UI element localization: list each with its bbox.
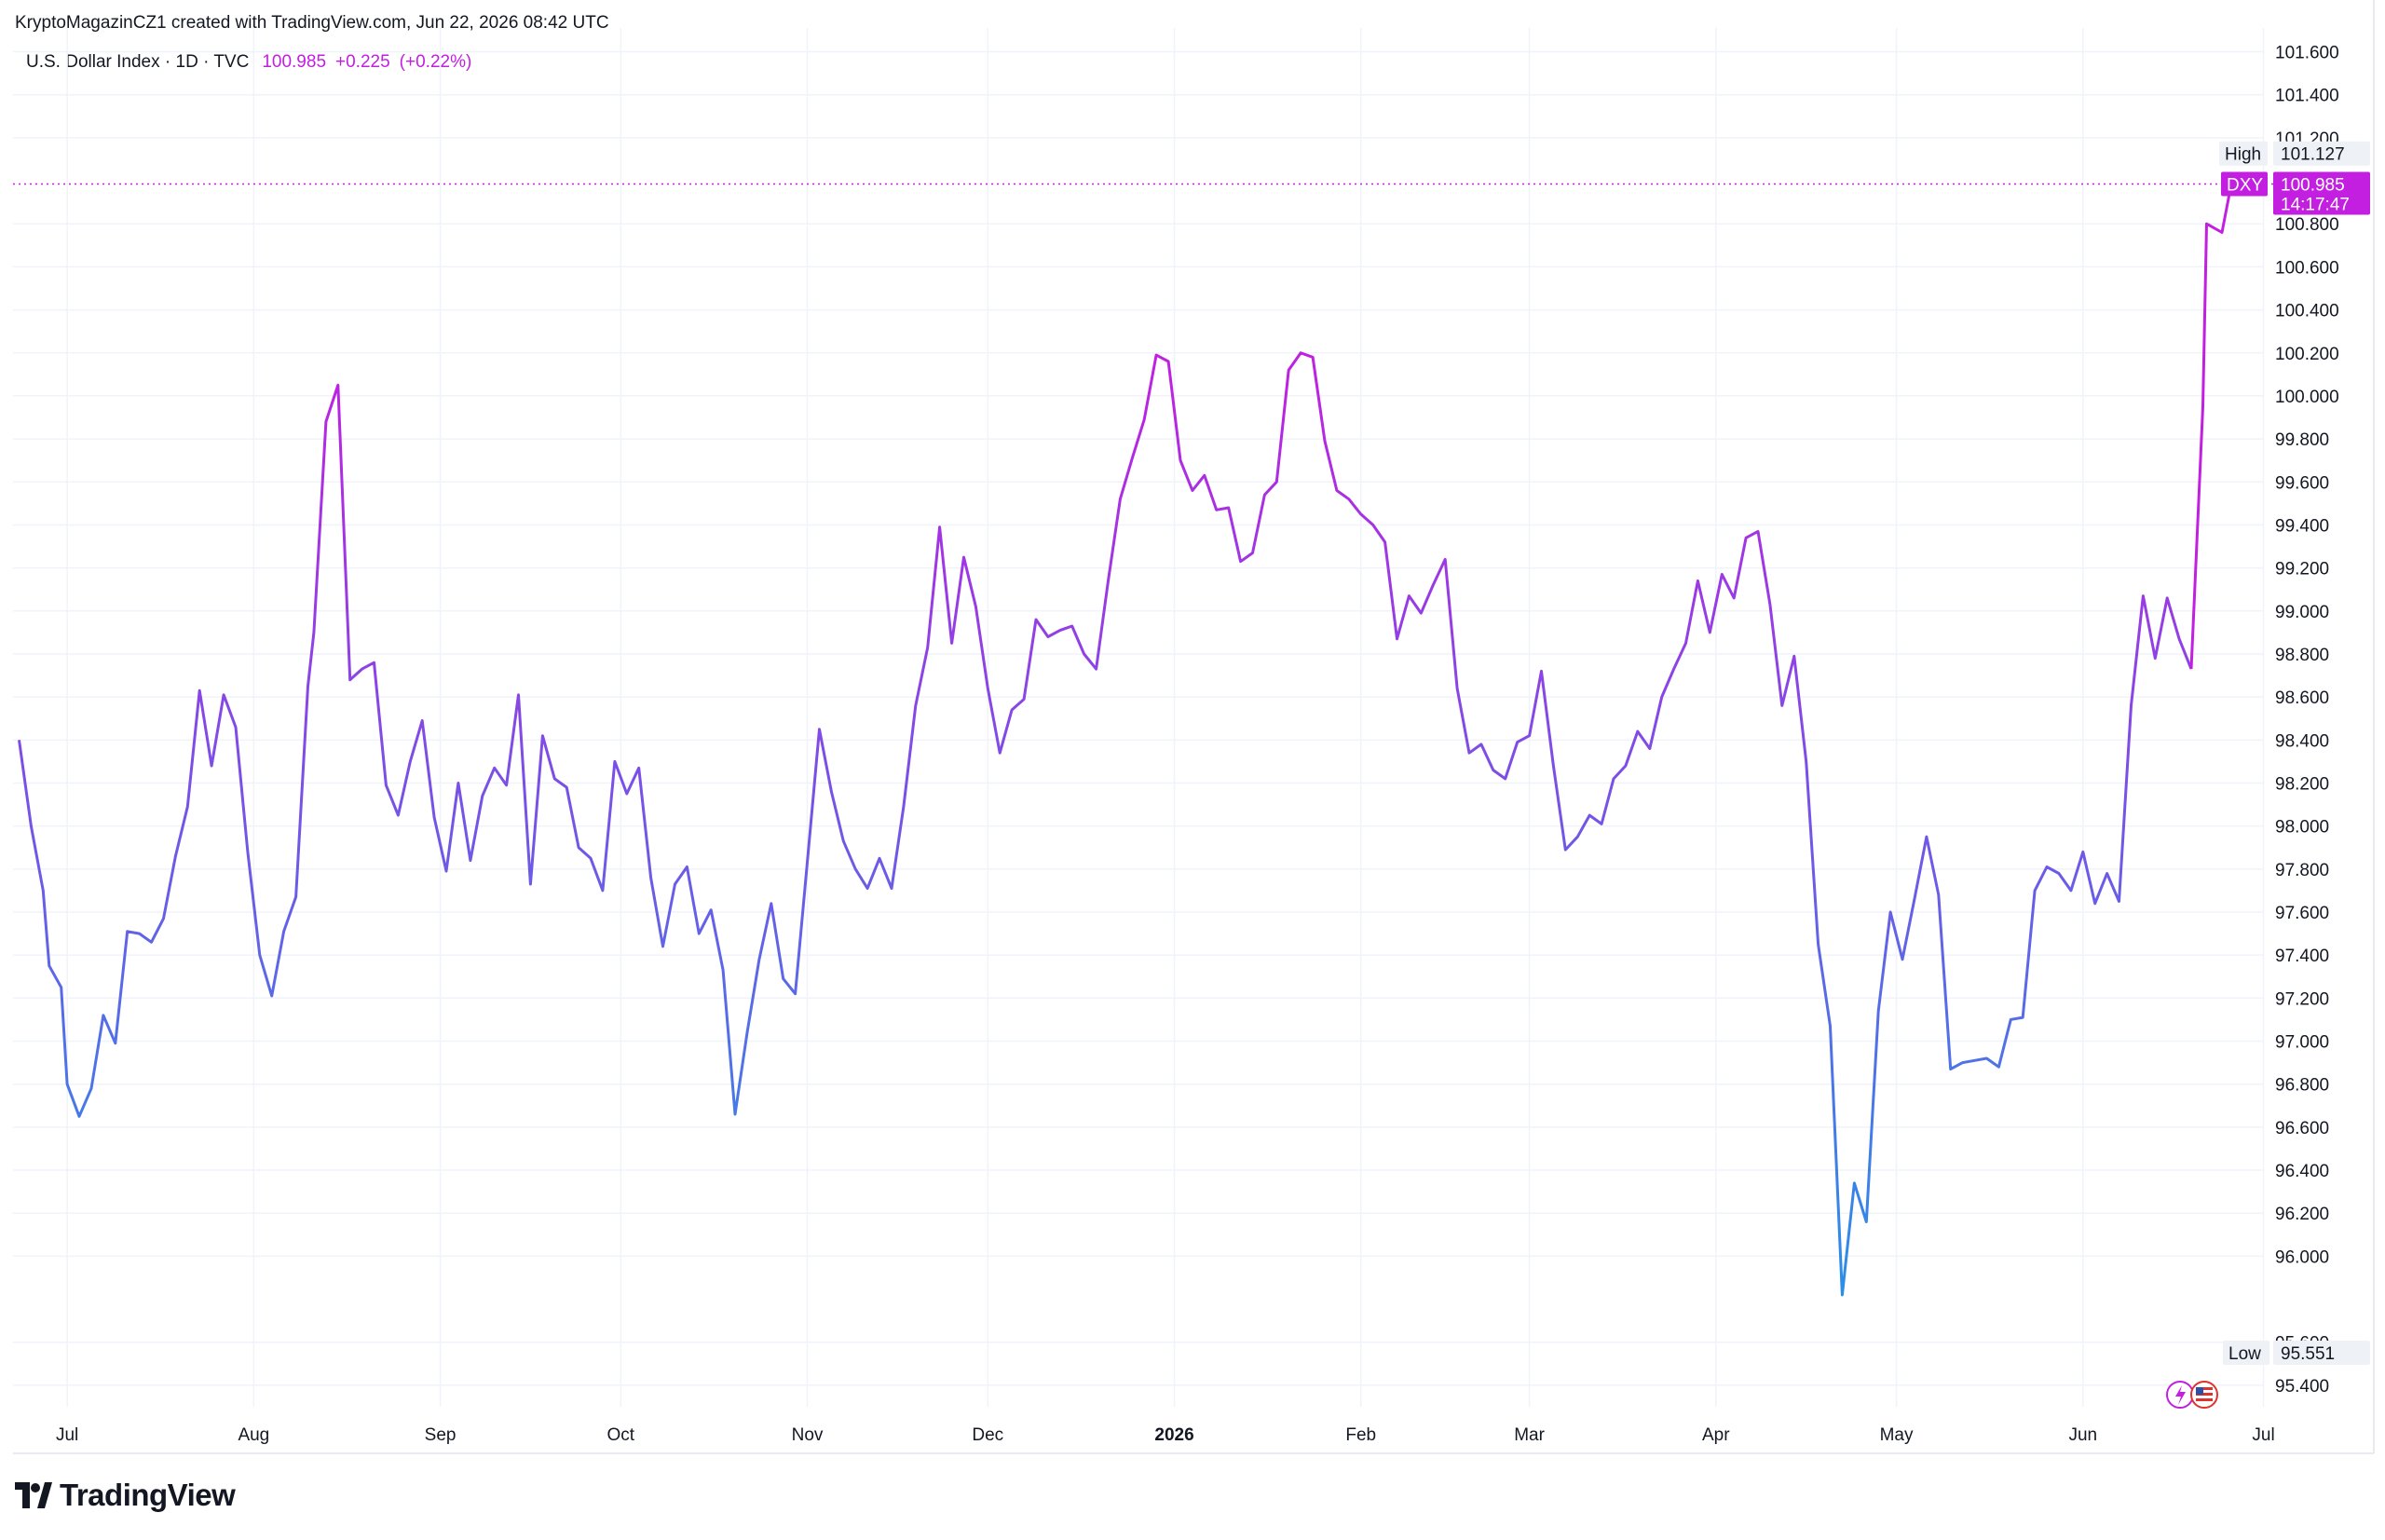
x-tick-label: Mar (1514, 1425, 1545, 1445)
high-price-tag: High 101.127 (2219, 141, 2370, 166)
grid-lines (13, 0, 2375, 1454)
last-price-tag: DXY 100.985 14:17:47 (2221, 171, 2370, 215)
event-markers[interactable] (2166, 1381, 2218, 1409)
x-tick-label: Oct (607, 1425, 635, 1445)
y-tick-label: 97.200 (2275, 989, 2329, 1009)
y-tick-label: 99.600 (2275, 473, 2329, 493)
low-label: Low (2228, 1344, 2261, 1364)
y-tick-label: 96.400 (2275, 1162, 2329, 1181)
chart-credit: KryptoMagazinCZ1 created with TradingVie… (15, 13, 609, 33)
x-tick-label: Apr (1702, 1425, 1730, 1445)
y-tick-label: 97.600 (2275, 904, 2329, 923)
y-tick-label: 100.400 (2275, 302, 2339, 321)
tradingview-brand[interactable]: TradingView (15, 1478, 236, 1513)
y-tick-label: 100.600 (2275, 258, 2339, 278)
y-tick-label: 96.800 (2275, 1076, 2329, 1096)
legend-symbol: U.S. Dollar Index · 1D · TVC (26, 52, 250, 72)
y-tick-label: 100.800 (2275, 215, 2339, 235)
x-tick-label: Dec (972, 1425, 1003, 1445)
y-tick-label: 97.800 (2275, 861, 2329, 880)
y-tick-label: 97.000 (2275, 1033, 2329, 1053)
series-line-dxy[interactable] (18, 351, 2193, 1297)
y-tick-label: 98.400 (2275, 731, 2329, 751)
legend-change-pct: (+0.22%) (399, 52, 472, 72)
symbol-legend[interactable]: U.S. Dollar Index · 1D · TVC 100.985 +0.… (26, 52, 471, 73)
y-tick-label: 100.200 (2275, 345, 2339, 364)
low-value: 95.551 (2281, 1344, 2335, 1364)
x-tick-label: Sep (425, 1425, 457, 1445)
y-tick-label: 96.600 (2275, 1119, 2329, 1138)
x-tick-label: Feb (1345, 1425, 1376, 1445)
y-tick-label: 100.000 (2275, 388, 2339, 407)
y-tick-label: 99.000 (2275, 603, 2329, 622)
x-tick-label: May (1880, 1425, 1914, 1445)
tradingview-logo-icon (15, 1482, 52, 1508)
x-tick-label: 2026 (1154, 1425, 1193, 1445)
last-price-value: 100.985 (2281, 176, 2345, 196)
high-value: 101.127 (2281, 145, 2345, 165)
x-tick-label: Jun (2068, 1425, 2097, 1445)
earnings-event-icon[interactable] (2166, 1381, 2194, 1409)
bar-countdown: 14:17:47 (2281, 196, 2350, 215)
x-tick-label: Jul (56, 1425, 78, 1445)
legend-price: 100.985 (262, 52, 327, 72)
series-line-dxy-recent[interactable] (2189, 184, 2233, 670)
y-tick-label: 98.000 (2275, 818, 2329, 838)
y-tick-label: 98.600 (2275, 688, 2329, 708)
y-axis[interactable]: 95.40095.60096.00096.20096.40096.60096.8… (2275, 44, 2339, 1397)
tradingview-wordmark: TradingView (60, 1478, 236, 1512)
legend-change: +0.225 (335, 52, 390, 72)
last-symbol-label: DXY (2227, 176, 2263, 196)
y-tick-label: 101.400 (2275, 87, 2339, 106)
y-tick-label: 99.200 (2275, 560, 2329, 579)
high-label: High (2225, 145, 2261, 165)
x-tick-label: Aug (238, 1425, 269, 1445)
y-tick-label: 98.800 (2275, 646, 2329, 665)
y-tick-label: 96.200 (2275, 1205, 2329, 1224)
x-axis[interactable]: Jul Aug Sep Oct Nov Dec 2026 Feb Mar Apr May Jun Jul (56, 1425, 2275, 1445)
x-tick-label: Nov (792, 1425, 824, 1445)
us-flag-event-icon[interactable] (2190, 1381, 2218, 1409)
low-price-tag: Low 95.551 (2223, 1341, 2370, 1366)
y-tick-label: 99.800 (2275, 430, 2329, 450)
y-tick-label: 99.400 (2275, 516, 2329, 536)
y-tick-label: 97.400 (2275, 947, 2329, 966)
y-tick-label: 98.200 (2275, 774, 2329, 794)
y-tick-label: 96.000 (2275, 1247, 2329, 1267)
y-tick-label: 101.600 (2275, 44, 2339, 63)
y-tick-label: 95.400 (2275, 1377, 2329, 1397)
x-tick-label: Jul (2252, 1425, 2274, 1445)
